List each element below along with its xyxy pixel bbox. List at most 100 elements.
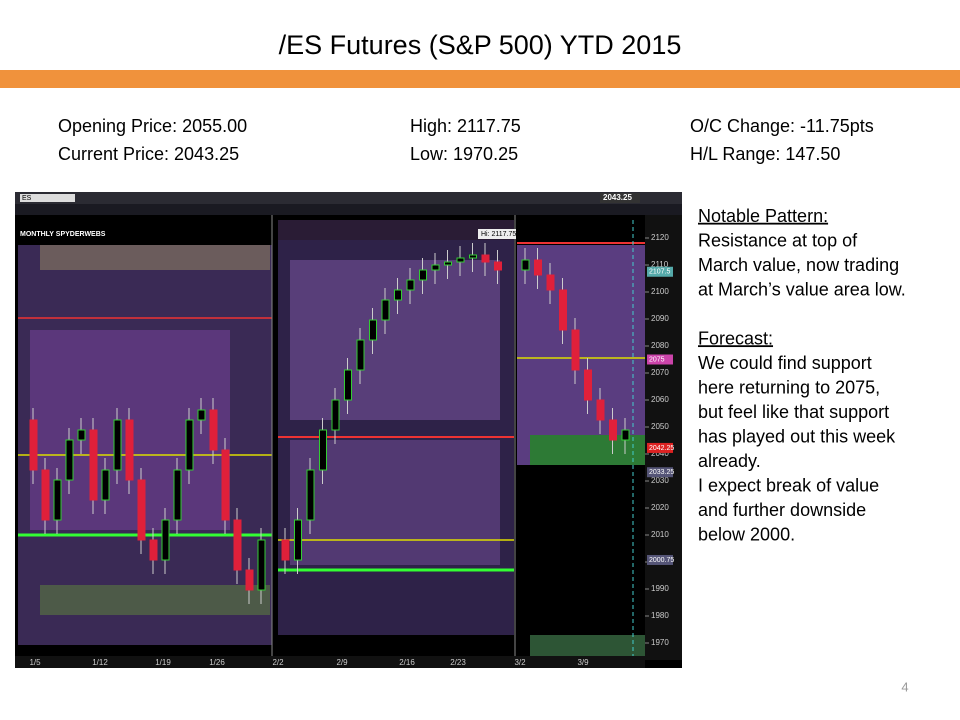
price-tag xyxy=(647,467,673,478)
feb-value xyxy=(290,260,500,420)
candle xyxy=(281,539,290,561)
candle xyxy=(369,319,377,341)
toolbar xyxy=(15,192,682,204)
note-line: already. xyxy=(698,451,761,471)
date-label: 2/9 xyxy=(336,658,348,667)
date-axis xyxy=(15,656,645,668)
candle xyxy=(294,519,302,561)
note-line: but feel like that support xyxy=(698,402,889,422)
candle xyxy=(65,439,74,481)
study-label: MONTHLY SPYDERWEBS xyxy=(20,231,106,238)
candle xyxy=(173,469,182,521)
stat: H/L Range: 147.50 xyxy=(690,144,840,164)
candle xyxy=(209,409,218,451)
slide-title: /ES Futures (S&P 500) YTD 2015 xyxy=(279,30,682,60)
price-label: 2060 xyxy=(651,395,669,404)
notes: Notable Pattern: Resistance at top of Marc… xyxy=(698,206,906,545)
date-label: 3/9 xyxy=(577,658,589,667)
stat: Low: 1970.25 xyxy=(410,144,518,164)
symbol: ES xyxy=(22,195,32,202)
candle xyxy=(521,259,530,271)
price-tag xyxy=(647,266,673,277)
candle xyxy=(221,449,230,521)
candle xyxy=(621,429,630,441)
note-line: March value, now trading xyxy=(698,255,899,275)
price-tag-label: 2033.25 xyxy=(649,469,674,476)
price-label: 2120 xyxy=(651,233,669,242)
candle xyxy=(306,469,315,521)
candle xyxy=(257,539,266,591)
candle xyxy=(494,261,502,271)
price-label: 2110 xyxy=(651,260,669,269)
feb-top xyxy=(278,220,514,240)
candle xyxy=(319,429,327,471)
price-label: 2050 xyxy=(651,422,669,431)
mar-bottom xyxy=(530,635,645,660)
candle xyxy=(431,264,440,271)
accent-bar xyxy=(0,70,960,88)
stat: Current Price: 2043.25 xyxy=(58,144,239,164)
note-line: I expect break of value xyxy=(698,475,879,495)
candle xyxy=(456,257,465,263)
price-tag-label: 2042.25 xyxy=(649,445,674,452)
candle xyxy=(197,409,206,421)
candle xyxy=(481,254,490,263)
candle xyxy=(356,339,365,371)
note-heading: Forecast: xyxy=(698,328,773,348)
candle xyxy=(77,429,86,441)
hi-label: Hi: 2117.75 xyxy=(481,231,516,238)
hi-box xyxy=(478,229,516,239)
candle xyxy=(559,289,567,331)
candles xyxy=(29,243,630,604)
candle xyxy=(344,369,352,401)
price-label: 1970 xyxy=(651,638,669,647)
candle xyxy=(101,469,110,501)
price-label: 2010 xyxy=(651,530,669,539)
date-label: 2/2 xyxy=(272,658,284,667)
last-box xyxy=(600,193,640,203)
candle xyxy=(113,419,122,471)
symbol-box xyxy=(20,194,75,202)
price-tag-label: 2075 xyxy=(649,356,665,363)
info-bar xyxy=(15,204,682,215)
note-line: Resistance at top of xyxy=(698,230,858,250)
date-label: 1/19 xyxy=(155,658,171,667)
price-label: 1980 xyxy=(651,611,669,620)
candle xyxy=(596,399,605,421)
price-label: 2080 xyxy=(651,341,669,350)
candle xyxy=(469,254,477,259)
price-tag xyxy=(647,554,673,565)
price-label: 2030 xyxy=(651,476,669,485)
candle xyxy=(584,369,592,401)
note-line: at March’s value area low. xyxy=(698,279,906,299)
candle xyxy=(609,419,617,441)
candle xyxy=(233,519,242,571)
note-line: below 2000. xyxy=(698,524,795,544)
candle xyxy=(89,429,98,501)
candle xyxy=(534,259,542,276)
mar-profile xyxy=(517,245,645,465)
candle xyxy=(53,479,62,521)
price-label: 1990 xyxy=(651,584,669,593)
stat: High: 2117.75 xyxy=(410,116,521,136)
stats: Opening Price: 2055.00 High: 2117.75 O/C C… xyxy=(58,116,874,164)
jan-top xyxy=(40,245,270,270)
candle xyxy=(185,419,194,471)
date-label: 1/5 xyxy=(29,658,41,667)
candle xyxy=(406,279,415,291)
note-line: has played out this week xyxy=(698,426,896,446)
date-label: 2/23 xyxy=(450,658,466,667)
candle xyxy=(419,269,427,281)
price-tag xyxy=(647,354,673,365)
price-tag-label: 2000.75 xyxy=(649,557,674,564)
note-heading: Notable Pattern: xyxy=(698,206,828,226)
price-label: 2090 xyxy=(651,314,669,323)
chart-screenshot: ES 2043.25 MONTHLY SPYDERWEBS Hi: 2117.7… xyxy=(15,192,682,668)
candle xyxy=(331,399,340,431)
price-tag-label: 2107.5 xyxy=(649,269,671,276)
price-label: 2070 xyxy=(651,368,669,377)
date-label: 1/26 xyxy=(209,658,225,667)
candle xyxy=(29,419,38,471)
candle xyxy=(41,469,50,521)
candle xyxy=(381,299,390,321)
